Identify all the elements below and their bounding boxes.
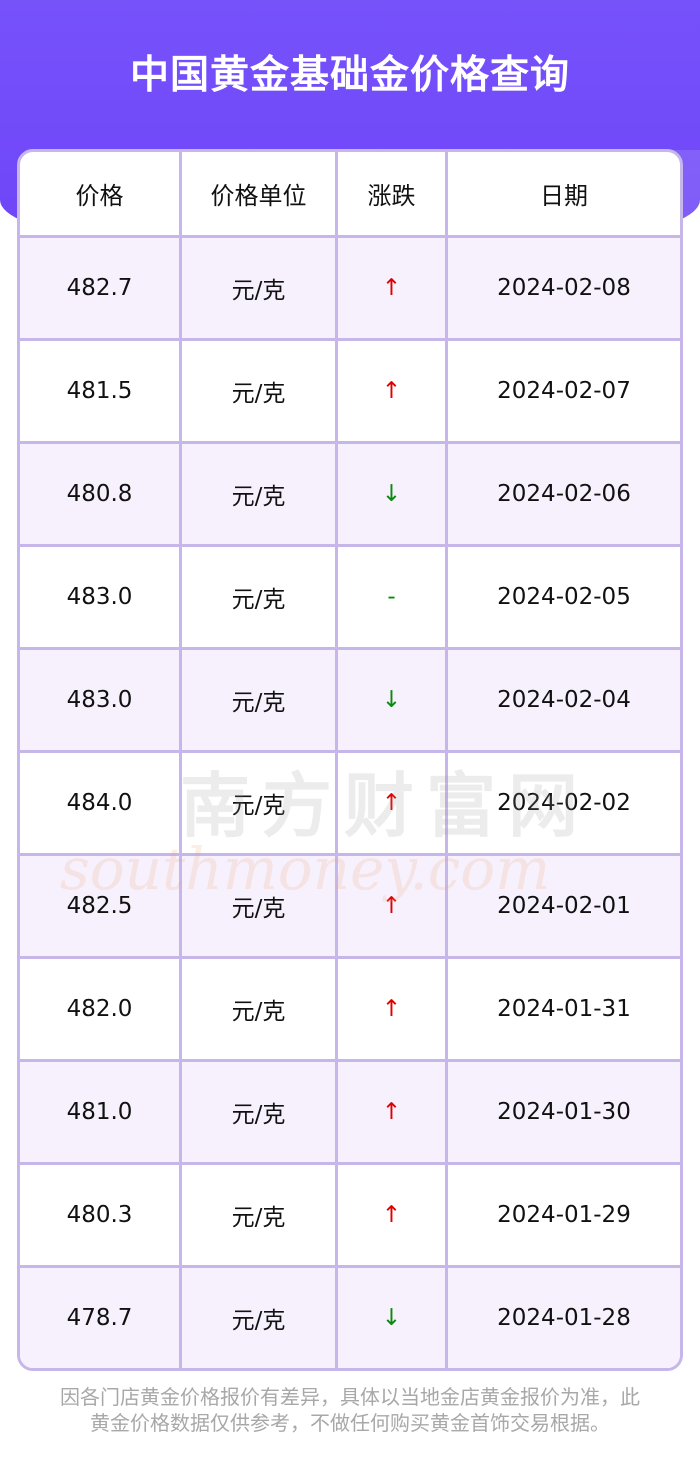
- table-body: 482.7 元/克 ↑ 2024-02-08 481.5 元/克 ↑ 2024-02-07 48…: [20, 235, 680, 1368]
- table-row: 482.5 元/克 ↑ 2024-02-01: [20, 853, 680, 956]
- date-cell: 2024-02-01: [445, 856, 680, 956]
- date-cell: 2024-02-05: [445, 547, 680, 647]
- table-header: 价格 价格单位 涨跌 日期: [20, 152, 680, 235]
- disclaimer: 因各门店黄金价格报价有差异，具体以当地金店黄金报价为准，此黄金价格数据仅供参考，…: [60, 1385, 640, 1435]
- date-cell: 2024-02-08: [445, 238, 680, 338]
- date-cell: 2024-02-06: [445, 444, 680, 544]
- date-cell: 2024-01-30: [445, 1062, 680, 1162]
- unit-cell: 元/克: [179, 444, 335, 544]
- price-cell: 481.0: [66, 1099, 133, 1125]
- unit-cell: 元/克: [179, 238, 335, 338]
- trend-down-icon: ↓: [335, 1268, 445, 1368]
- table-row: 481.0 元/克 ↑ 2024-01-30: [20, 1059, 680, 1162]
- unit-cell: 元/克: [179, 547, 335, 647]
- unit-cell: 元/克: [179, 1268, 335, 1368]
- trend-up-icon: ↑: [335, 856, 445, 956]
- trend-up-icon: ↑: [335, 753, 445, 853]
- price-cell: 480.3: [66, 1202, 133, 1228]
- unit-cell: 元/克: [179, 959, 335, 1059]
- table-row: 484.0 元/克 ↑ 2024-02-02: [20, 750, 680, 853]
- table-row: 482.0 元/克 ↑ 2024-01-31: [20, 956, 680, 1059]
- price-cell: 482.5: [66, 893, 133, 919]
- header-change: 涨跌: [335, 152, 445, 235]
- price-cell: 482.7: [66, 275, 133, 301]
- table-row: 480.8 元/克 ↓ 2024-02-06: [20, 441, 680, 544]
- trend-up-icon: ↑: [335, 1062, 445, 1162]
- table-row: 478.7 元/克 ↓ 2024-01-28: [20, 1265, 680, 1368]
- table-row: 481.5 元/克 ↑ 2024-02-07: [20, 338, 680, 441]
- date-cell: 2024-02-04: [445, 650, 680, 750]
- price-cell: 478.7: [66, 1305, 133, 1331]
- table-row: 483.0 元/克 -2024-02-05: [20, 544, 680, 647]
- trend-up-icon: ↑: [335, 1165, 445, 1265]
- header-unit: 价格单位: [179, 152, 335, 235]
- header-date: 日期: [445, 152, 680, 235]
- price-cell: 484.0: [66, 790, 133, 816]
- price-table: 价格 价格单位 涨跌 日期 482.7 元/克 ↑ 2024-02-08 481.5 元/…: [17, 149, 683, 1371]
- price-cell: 482.0: [66, 996, 133, 1022]
- trend-up-icon: ↑: [335, 959, 445, 1059]
- unit-cell: 元/克: [179, 1062, 335, 1162]
- date-cell: 2024-02-07: [445, 341, 680, 441]
- unit-cell: 元/克: [179, 1165, 335, 1265]
- date-cell: 2024-02-02: [445, 753, 680, 853]
- date-cell: 2024-01-29: [445, 1165, 680, 1265]
- price-cell: 483.0: [66, 584, 133, 610]
- page-title: 中国黄金基础金价格查询: [129, 53, 570, 98]
- price-cell: 480.8: [66, 481, 133, 507]
- unit-cell: 元/克: [179, 341, 335, 441]
- unit-cell: 元/克: [179, 650, 335, 750]
- date-cell: 2024-01-28: [445, 1268, 680, 1368]
- table-row: 480.3 元/克 ↑ 2024-01-29: [20, 1162, 680, 1265]
- table-row: 482.7 元/克 ↑ 2024-02-08: [20, 235, 680, 338]
- trend-up-icon: ↑: [335, 341, 445, 441]
- trend-down-icon: ↓: [335, 444, 445, 544]
- price-cell: 483.0: [66, 687, 133, 713]
- trend-up-icon: ↑: [335, 238, 445, 338]
- header-price: 价格: [75, 182, 124, 210]
- unit-cell: 元/克: [179, 753, 335, 853]
- trend-down-icon: ↓: [335, 650, 445, 750]
- table-row: 483.0 元/克 ↓ 2024-02-04: [20, 647, 680, 750]
- trend-flat-icon: -: [335, 547, 445, 647]
- unit-cell: 元/克: [179, 856, 335, 956]
- date-cell: 2024-01-31: [445, 959, 680, 1059]
- price-cell: 481.5: [66, 378, 133, 404]
